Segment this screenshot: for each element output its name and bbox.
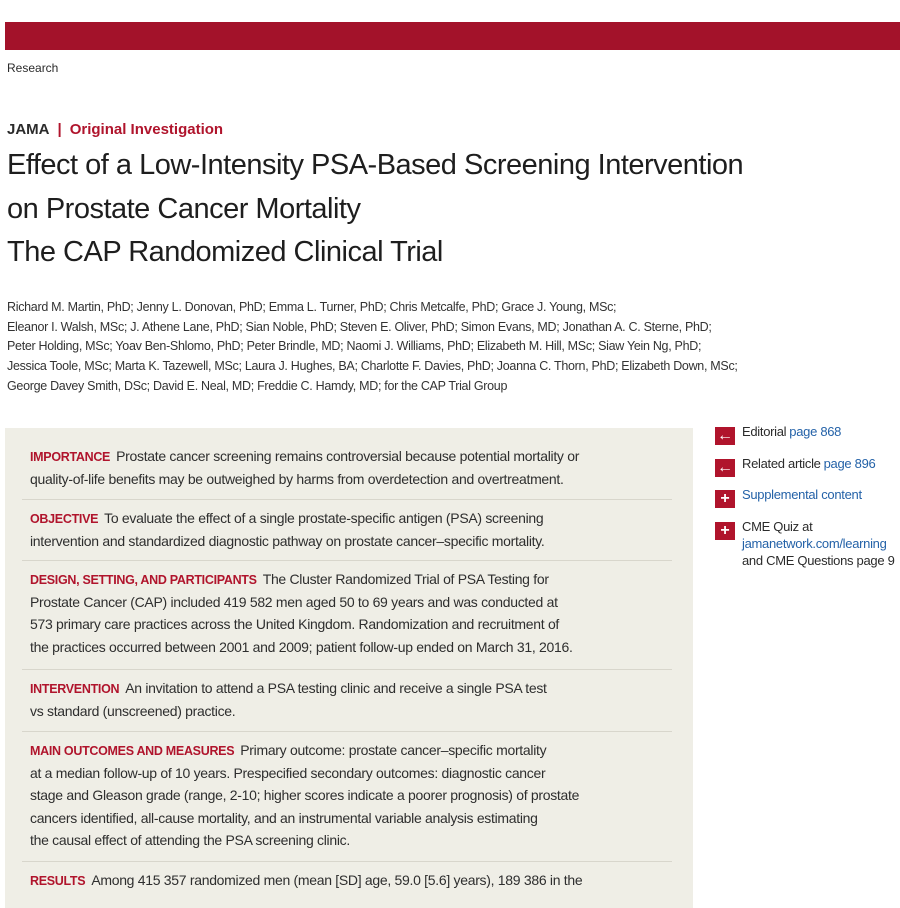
journal: JAMA	[7, 121, 50, 138]
abstract-text: Among 415 357 randomized men (mean [SD] …	[91, 872, 583, 888]
section-label: OBJECTIVE	[30, 512, 99, 526]
sidebar-link[interactable]: page 868	[789, 424, 842, 439]
abstract-text: stage and Gleason grade (range, 2-10; hi…	[30, 787, 580, 804]
author-line: Peter Holding, MSc; Yoav Ben-Shlomo, PhD…	[7, 339, 702, 354]
abstract-line: RESULTS Among 415 357 randomized men (mea…	[30, 872, 583, 888]
abstract-line: IMPORTANCE Prostate cancer screening rema…	[30, 448, 579, 464]
abstract-box	[5, 428, 693, 908]
abstract-text: intervention and standardized diagnostic…	[30, 532, 545, 549]
abstract-text: cancers identified, all-cause mortality,…	[30, 809, 538, 826]
abstract-text: quality-of-life benefits may be outweigh…	[30, 470, 564, 487]
author-line: George Davey Smith, DSc; David E. Neal, …	[7, 378, 508, 393]
sidebar-icon: +	[715, 522, 735, 540]
journal-line: JAMA | Original Investigation	[7, 121, 224, 138]
section-label: IMPORTANCE	[30, 450, 111, 464]
section-label: RESULTS	[30, 874, 86, 888]
abstract-text: the causal effect of attending the PSA s…	[30, 832, 350, 849]
abstract-line: INTERVENTION An invitation to attend a PS…	[30, 680, 547, 696]
sidebar-icon: ←	[715, 459, 735, 477]
abstract-line: Prostate Cancer (CAP) included 419 582 m…	[30, 594, 558, 610]
abstract-line: DESIGN, SETTING, AND PARTICIPANTS The Clu…	[30, 571, 549, 587]
subtitle: The CAP Randomized Clinical Trial	[7, 236, 443, 268]
abstract-line: vs standard (unscreened) practice.	[30, 702, 236, 719]
section-label: MAIN OUTCOMES AND MEASURES	[30, 744, 235, 758]
sidebar-link[interactable]: jamanetwork.com/learning	[742, 536, 887, 551]
separator	[22, 731, 672, 732]
abstract-text: To evaluate the effect of a single prost…	[104, 510, 544, 526]
abstract-line: at a median follow-up of 10 years. Presp…	[30, 764, 546, 781]
abstract-text: An invitation to attend a PSA testing cl…	[125, 680, 547, 696]
sidebar-icon: +	[715, 490, 735, 508]
sidebar-text: Related article	[742, 456, 821, 471]
sidebar-icon: ←	[715, 427, 735, 445]
abstract-line: the practices occurred between 2001 and …	[30, 639, 573, 655]
title-line: Effect of a Low-Intensity PSA-Based Scre…	[7, 149, 744, 181]
abstract-line: stage and Gleason grade (range, 2-10; hi…	[30, 787, 579, 803]
sidebar-line: jamanetwork.com/learning	[742, 536, 887, 551]
abstract-text: 573 primary care practices across the Un…	[30, 616, 560, 633]
sidebar-text: Editorial	[742, 424, 787, 439]
abstract-text: Prostate Cancer (CAP) included 419 582 m…	[30, 593, 558, 610]
sidebar-text: CME Quiz at	[742, 519, 813, 534]
article-type: Original Investigation	[69, 121, 224, 138]
sidebar-link[interactable]: Supplemental content	[742, 487, 862, 502]
abstract-text: Prostate cancer screening remains contro…	[116, 448, 580, 464]
abstract-line: OBJECTIVE To evaluate the effect of a sin…	[30, 510, 544, 526]
abstract-line: the causal effect of attending the PSA s…	[30, 832, 350, 848]
abstract-line: MAIN OUTCOMES AND MEASURES Primary outcom…	[30, 742, 547, 758]
abstract-line: cancers identified, all-cause mortality,…	[30, 810, 538, 826]
sidebar-link[interactable]: page 896	[823, 456, 876, 471]
title-line: on Prostate Cancer Mortality	[7, 193, 361, 225]
section-label: DESIGN, SETTING, AND PARTICIPANTS	[30, 573, 257, 587]
abstract-text: the practices occurred between 2001 and …	[30, 638, 573, 655]
abstract-text: at a median follow-up of 10 years. Presp…	[30, 764, 546, 781]
sidebar-text: and CME Questions page 9	[742, 553, 895, 568]
top-bar	[5, 22, 900, 50]
separator	[22, 669, 672, 670]
abstract-line: 573 primary care practices across the Un…	[30, 616, 559, 632]
separator	[22, 861, 672, 862]
separator	[22, 499, 672, 500]
sidebar-line: Editorial page 868	[742, 424, 841, 439]
sidebar-line: Related article page 896	[742, 456, 876, 471]
abstract-text: vs standard (unscreened) practice.	[30, 702, 236, 719]
section-label: INTERVENTION	[30, 682, 120, 696]
author-line: Eleanor I. Walsh, MSc; J. Athene Lane, P…	[7, 319, 712, 334]
abstract-line: quality-of-life benefits may be outweigh…	[30, 471, 564, 487]
separator	[22, 560, 672, 561]
sidebar-line: and CME Questions page 9	[742, 553, 898, 568]
sidebar-line: Supplemental content	[742, 487, 862, 502]
author-line: Richard M. Martin, PhD; Jenny L. Donovan…	[7, 300, 617, 314]
sidebar-line: CME Quiz at	[742, 519, 815, 534]
abstract-text: The Cluster Randomized Trial of PSA Test…	[262, 571, 549, 587]
abstract-line: intervention and standardized diagnostic…	[30, 533, 545, 549]
section-label: Research	[7, 61, 59, 75]
author-line: Jessica Toole, MSc; Marta K. Tazewell, M…	[7, 359, 738, 374]
abstract-text: Primary outcome: prostate cancer–specifi…	[240, 742, 547, 758]
